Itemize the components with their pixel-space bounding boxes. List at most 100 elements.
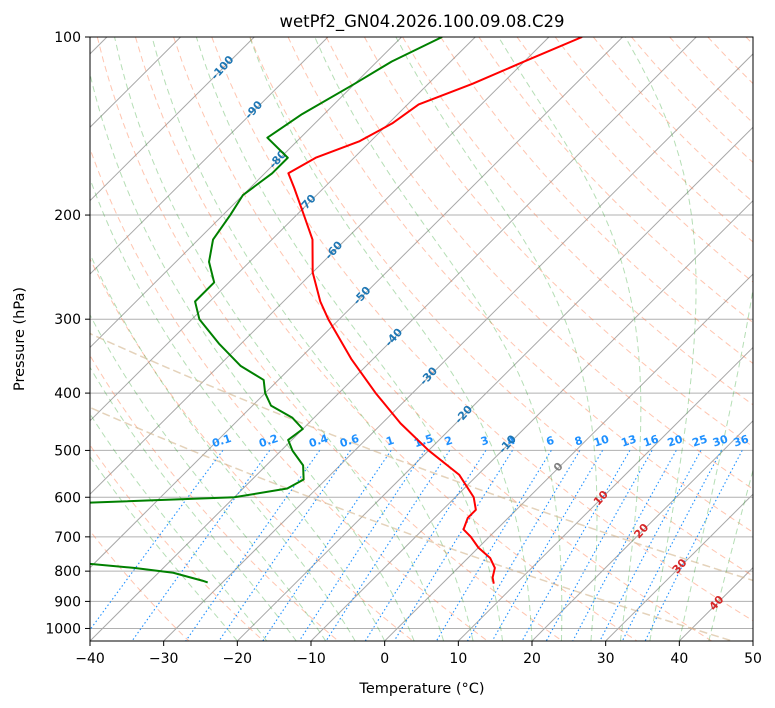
mixing-ratio-line [298, 450, 426, 641]
x-tick-label: 50 [744, 651, 762, 667]
y-axis-title: Pressure (hPa) [12, 287, 28, 391]
mixing-ratio-label: 1 [384, 434, 395, 449]
x-tick-label: 30 [597, 651, 615, 667]
dry-adiabat [440, 37, 753, 365]
reference-curve [90, 406, 733, 641]
mixing-ratio-label: 25 [691, 433, 710, 450]
mixing-ratio-label: 13 [620, 433, 639, 450]
mixing-ratio-label: 36 [732, 432, 751, 449]
moist-adiabat [114, 37, 445, 641]
mixing-ratio-line [521, 450, 631, 641]
dry-adiabat [325, 37, 753, 490]
dry-adiabat [478, 37, 753, 324]
moist-adiabat [314, 37, 563, 641]
y-tick-label: 500 [54, 443, 81, 459]
dry-adiabat [90, 257, 414, 641]
mixing-ratio-label: 1.5 [412, 432, 435, 450]
dry-adiabat [90, 354, 339, 641]
moist-adiabat [90, 252, 356, 641]
x-tick-label: 0 [380, 651, 389, 667]
moist-adiabat [678, 286, 753, 641]
isotherm-line [90, 37, 329, 275]
x-tick-label: −10 [296, 651, 326, 667]
isotherm-line [310, 199, 753, 641]
isotherm-line [90, 37, 255, 202]
mixing-ratio-label: 0.2 [257, 432, 280, 450]
y-tick-label: 300 [54, 312, 81, 328]
mixing-ratio-label: 4 [506, 434, 518, 449]
mixing-ratio-line [621, 450, 722, 641]
mixing-ratio-line [572, 450, 677, 641]
mixing-ratio-line [599, 450, 702, 641]
mixing-ratio-line [185, 450, 321, 641]
moist-adiabat [624, 37, 697, 641]
y-tick-label: 700 [54, 530, 81, 546]
mixing-ratio-label: 16 [642, 432, 661, 449]
dry-adiabat [96, 37, 563, 641]
moist-adiabat [90, 313, 327, 641]
mixing-ratio-label: 0.4 [307, 432, 330, 450]
y-tick-label: 600 [54, 490, 81, 506]
x-tick-label: −40 [75, 651, 105, 667]
moist-adiabat [90, 71, 415, 641]
y-tick-label: 200 [54, 208, 81, 224]
x-tick-label: 10 [449, 651, 467, 667]
mixing-ratio-label: 30 [711, 432, 730, 449]
y-tick-label: 900 [54, 594, 81, 610]
chart-title: wetPf2_GN04.2026.100.09.08.C29 [280, 12, 565, 32]
y-tick-label: 400 [54, 386, 81, 402]
mixing-ratio-label: 3 [479, 434, 490, 449]
dry-adiabat [90, 530, 190, 641]
mixing-ratio-label: 20 [666, 432, 685, 449]
y-axis: 100 200 300 400 500 600 700 800 900 1000 [45, 30, 90, 637]
y-tick-label: 800 [54, 564, 81, 580]
isotherm-line [531, 420, 753, 641]
dry-adiabat [402, 37, 753, 406]
moist-adiabat [249, 37, 533, 641]
mixing-ratio-line [393, 450, 513, 641]
dry-adiabat [211, 37, 753, 622]
isotherm-line [90, 37, 550, 495]
sounding-series [90, 37, 583, 584]
mixing-ratio-label: 10 [592, 432, 611, 449]
isotherm-line [605, 493, 753, 641]
moist-adiabat [90, 455, 238, 641]
moist-adiabat [498, 37, 642, 641]
dry-adiabat [90, 147, 488, 641]
x-tick-label: 20 [523, 651, 541, 667]
background-lines [90, 37, 753, 641]
moist-adiabat [708, 468, 753, 641]
mixing-ratio-line [262, 450, 392, 641]
moist-adiabat [395, 37, 598, 641]
x-axis: −40 −30 −20 −10 0 10 20 30 40 50 [75, 641, 762, 667]
mixing-ratio-line [90, 450, 224, 631]
y-tick-label: 1000 [45, 621, 81, 637]
moist-adiabat [90, 413, 268, 641]
x-axis-title: Temperature (°C) [358, 681, 484, 697]
isotherm-line [457, 346, 753, 641]
x-tick-label: −30 [149, 651, 179, 667]
dry-adiabat [287, 37, 753, 533]
dry-adiabat [249, 37, 753, 577]
moist-adiabat [90, 366, 297, 641]
mixing-ratio-line [218, 450, 351, 641]
mixing-ratio-line [491, 450, 604, 641]
mixing-ratio-label: 0.1 [210, 432, 233, 450]
y-tick-label: 100 [54, 30, 81, 46]
moist-adiabat [151, 37, 474, 641]
mixing-ratio-label: 0.6 [338, 432, 361, 450]
isotherm-line [90, 37, 402, 349]
isotherm-line [236, 126, 753, 641]
moist-adiabat [195, 37, 504, 641]
x-tick-label: −20 [223, 651, 253, 667]
isotherm-line [163, 53, 753, 641]
isotherm-line [90, 37, 697, 641]
plot-frame [89, 36, 754, 642]
dewpoint-profile [90, 37, 443, 584]
x-tick-label: 40 [670, 651, 688, 667]
dry-adiabat [173, 37, 712, 641]
reference-curve [90, 332, 753, 582]
mixing-ratio-label: 8 [573, 434, 584, 449]
